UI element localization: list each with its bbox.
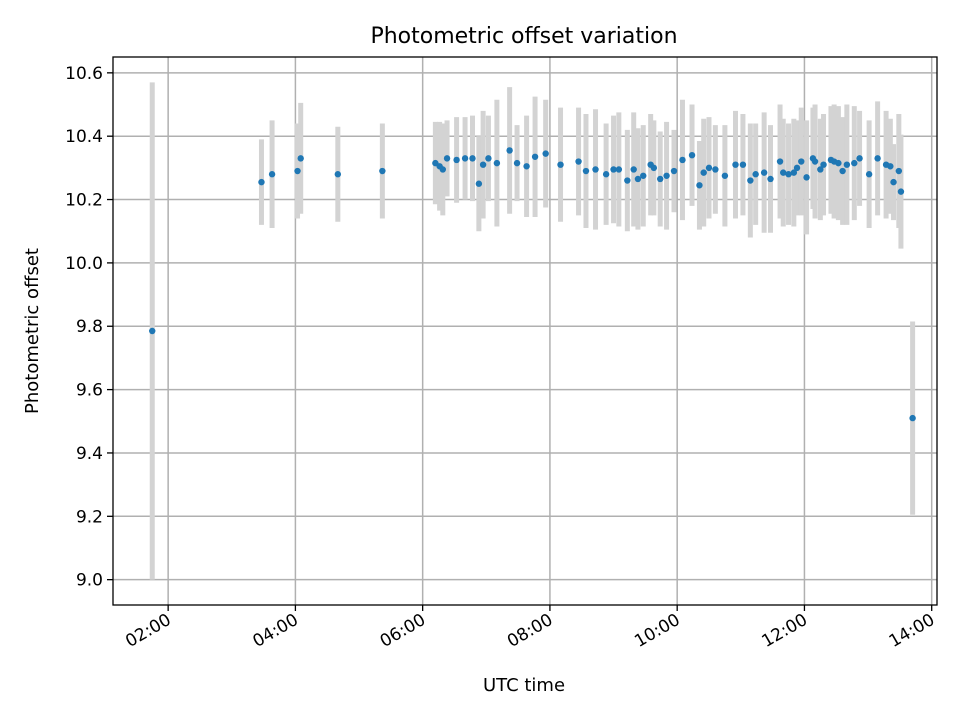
- y-tick-label: 9.0: [76, 571, 103, 591]
- data-point: [705, 164, 713, 172]
- data-point: [453, 156, 460, 164]
- data-point: [679, 156, 686, 164]
- x-tick-label: 06:00: [377, 610, 429, 652]
- data-point: [258, 178, 265, 186]
- x-axis-label: UTC time: [483, 675, 565, 696]
- data-point: [640, 172, 647, 179]
- data-point: [839, 167, 846, 175]
- data-point: [890, 178, 897, 186]
- x-tick-label: 14:00: [886, 610, 938, 652]
- data-point: [479, 161, 487, 168]
- data-point: [895, 167, 903, 175]
- data-point: [297, 155, 304, 162]
- y-tick-label: 9.6: [76, 381, 103, 401]
- y-tick-label: 10.0: [65, 254, 103, 274]
- data-point: [615, 166, 623, 173]
- data-point: [379, 167, 386, 175]
- data-point: [443, 155, 451, 162]
- data-point: [739, 161, 747, 168]
- data-point: [531, 153, 539, 160]
- data-point: [557, 161, 564, 168]
- data-point: [865, 171, 873, 178]
- data-point: [688, 151, 696, 159]
- data-point: [851, 159, 858, 167]
- data-point: [670, 167, 678, 175]
- data-point: [820, 161, 827, 168]
- x-tick-label: 02:00: [122, 610, 174, 652]
- data-point: [334, 171, 342, 178]
- point-layer: [149, 147, 916, 422]
- data-point: [752, 171, 759, 178]
- data-point: [843, 161, 851, 168]
- data-point: [575, 158, 582, 165]
- data-point: [582, 167, 590, 175]
- data-point: [790, 169, 798, 176]
- data-point: [624, 177, 631, 184]
- data-point: [634, 175, 642, 183]
- data-point: [696, 182, 703, 189]
- y-tick-label: 10.2: [65, 191, 103, 211]
- data-point: [592, 166, 599, 173]
- data-point: [663, 172, 670, 179]
- x-tick-label: 10:00: [631, 610, 683, 652]
- data-point: [817, 166, 824, 173]
- data-point: [721, 172, 729, 179]
- data-point: [780, 169, 787, 176]
- plot-frame: [112, 56, 938, 606]
- y-tick-label: 9.2: [76, 507, 103, 527]
- data-point: [732, 161, 739, 168]
- data-point: [897, 188, 905, 195]
- data-point: [700, 169, 707, 176]
- data-point: [785, 171, 792, 178]
- chart-title: Photometric offset variation: [370, 24, 677, 49]
- x-tick-label: 12:00: [759, 610, 811, 652]
- data-point: [149, 327, 156, 335]
- data-point: [712, 166, 719, 173]
- data-point: [747, 177, 754, 184]
- data-point: [811, 158, 819, 165]
- data-point: [506, 147, 513, 154]
- data-point: [909, 414, 916, 422]
- data-point: [650, 164, 658, 172]
- data-point: [523, 163, 530, 170]
- data-point: [439, 166, 447, 173]
- data-point: [485, 155, 492, 162]
- data-point: [767, 175, 774, 183]
- data-point: [542, 150, 549, 157]
- data-point: [856, 155, 863, 162]
- y-tick-label: 9.8: [76, 317, 103, 337]
- y-tick-label: 10.6: [65, 64, 103, 84]
- y-tick-label: 9.4: [76, 444, 103, 464]
- data-point: [294, 167, 301, 175]
- data-point: [657, 175, 664, 183]
- data-point: [835, 159, 842, 167]
- data-point: [268, 171, 276, 178]
- data-point: [610, 166, 617, 173]
- data-point: [513, 159, 521, 167]
- data-point: [630, 166, 637, 173]
- data-point: [469, 155, 476, 162]
- y-axis-label: Photometric offset: [22, 248, 43, 414]
- y-tick-label: 10.4: [65, 127, 103, 147]
- data-point: [793, 164, 801, 172]
- x-tick-label: 04:00: [249, 610, 301, 652]
- data-point: [475, 180, 483, 187]
- data-point: [760, 169, 768, 176]
- data-point: [602, 171, 610, 178]
- data-point: [803, 174, 810, 181]
- data-point: [493, 159, 501, 167]
- x-tick-label: 08:00: [504, 610, 556, 652]
- data-point: [461, 155, 469, 162]
- data-point: [798, 158, 805, 165]
- data-point: [776, 158, 784, 165]
- data-point: [874, 155, 881, 162]
- data-point: [887, 163, 894, 170]
